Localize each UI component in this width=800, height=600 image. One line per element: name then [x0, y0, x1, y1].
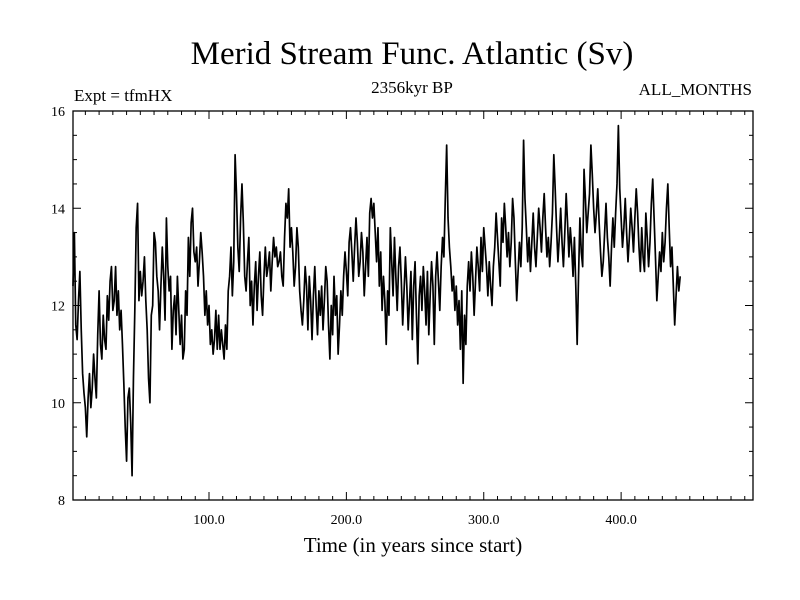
- x-tick-label: 200.0: [331, 513, 363, 528]
- x-tick-label: 300.0: [468, 513, 500, 528]
- y-tick-label: 12: [51, 300, 65, 315]
- y-tick-label: 10: [51, 397, 65, 412]
- plot-frame: [72, 110, 754, 501]
- y-tick-label: 8: [58, 494, 65, 509]
- y-tick-label: 14: [51, 202, 65, 217]
- x-axis-label: Time (in years since start): [304, 533, 523, 557]
- chart-title: Merid Stream Func. Atlantic (Sv): [191, 36, 634, 72]
- time-period-label: 2356kyr BP: [371, 78, 453, 97]
- axis-ticks: 8 10 12 14 16 100.0 200.0 300.0 400.0: [51, 105, 753, 528]
- series-line: [72, 124, 682, 477]
- months-label: ALL_MONTHS: [639, 80, 752, 99]
- x-tick-label: 400.0: [605, 513, 637, 528]
- experiment-label: Expt = tfmHX: [74, 86, 172, 105]
- x-tick-label: 100.0: [193, 513, 225, 528]
- y-tick-label: 16: [51, 105, 65, 120]
